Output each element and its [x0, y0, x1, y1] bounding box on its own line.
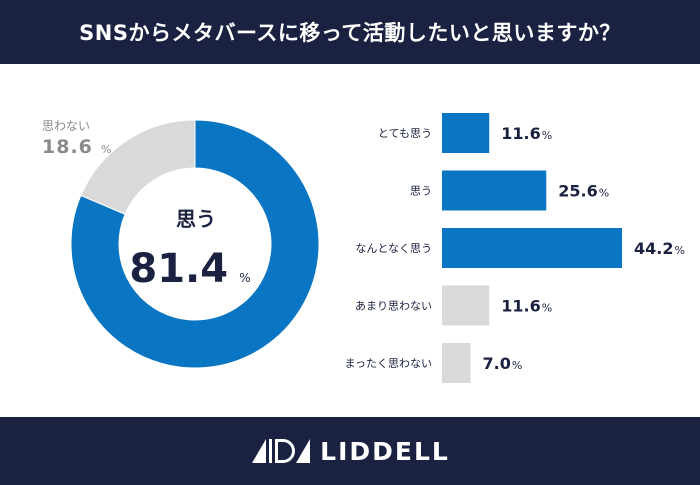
- donut-value-omowanai-number: 18.6: [42, 136, 93, 158]
- bar-value-unit-mattaku-omowanai: %: [512, 359, 522, 372]
- bar-value-number-omou: 25.6: [558, 182, 597, 201]
- bar-value-number-nantonaku-omou: 44.2: [634, 239, 673, 258]
- bar-value-number-mattaku-omowanai: 7.0: [483, 354, 511, 373]
- bar-value-unit-nantonaku-omou: %: [674, 244, 684, 257]
- bar-value-unit-totemo-omou: %: [542, 129, 552, 142]
- bar-nantonaku-omou: [442, 228, 622, 268]
- bar-chart: とても思う 11.6% 思う 25.6% なんとなく思う 44.2% あまり思わない 11.6…: [344, 113, 685, 383]
- bar-value-label-mattaku-omowanai: 7.0%: [483, 354, 523, 373]
- bar-value-unit-amari-omowanai: %: [542, 302, 552, 315]
- brand-logo: LIDDELL: [250, 437, 450, 466]
- bar-category-label-omou: 思う: [410, 185, 432, 198]
- donut-value-omowanai: 18.6 %: [42, 136, 111, 158]
- donut-center-label: 思う: [176, 207, 216, 231]
- bar-value-label-totemo-omou: 11.6%: [501, 124, 552, 143]
- bar-totemo-omou: [442, 113, 490, 153]
- bar-category-label-mattaku-omowanai: まったく思わない: [344, 357, 432, 370]
- bar-omou: [442, 170, 547, 211]
- bar-value-number-amari-omowanai: 11.6: [501, 297, 540, 316]
- bar-category-label-totemo-omou: とても思う: [378, 127, 432, 140]
- bar-value-label-amari-omowanai: 11.6%: [501, 297, 552, 316]
- title-banner: SNSからメタバースに移って活動したいと思いますか？: [0, 0, 700, 64]
- bar-value-label-omou: 25.6%: [558, 182, 609, 201]
- donut-center-value-unit: %: [239, 271, 250, 285]
- liddell-logo-icon: [252, 439, 311, 463]
- donut-slice-omou: [70, 119, 320, 369]
- bar-mattaku-omowanai: [442, 343, 471, 383]
- donut-slice-omowanai: [80, 119, 196, 215]
- donut-center-value-number: 81.4: [129, 246, 228, 292]
- donut-label-omowanai: 思わない: [42, 119, 90, 133]
- brand-name: LIDDELL: [320, 436, 450, 466]
- bar-category-label-amari-omowanai: あまり思わない: [355, 300, 432, 313]
- bar-amari-omowanai: [442, 285, 490, 326]
- bar-value-label-nantonaku-omou: 44.2%: [634, 239, 685, 258]
- bar-value-number-totemo-omou: 11.6: [501, 124, 540, 143]
- donut-chart: [70, 119, 320, 369]
- page-title: SNSからメタバースに移って活動したいと思いますか？: [79, 21, 621, 45]
- footer-banner: LIDDELL: [0, 417, 700, 485]
- donut-center-value: 81.4 %: [129, 246, 250, 292]
- donut-value-omowanai-unit: %: [101, 143, 111, 156]
- donut-labels: 思わない 18.6 % 思う 81.4 %: [42, 119, 251, 292]
- bar-value-unit-omou: %: [599, 187, 609, 200]
- bar-category-label-nantonaku-omou: なんとなく思う: [355, 242, 432, 255]
